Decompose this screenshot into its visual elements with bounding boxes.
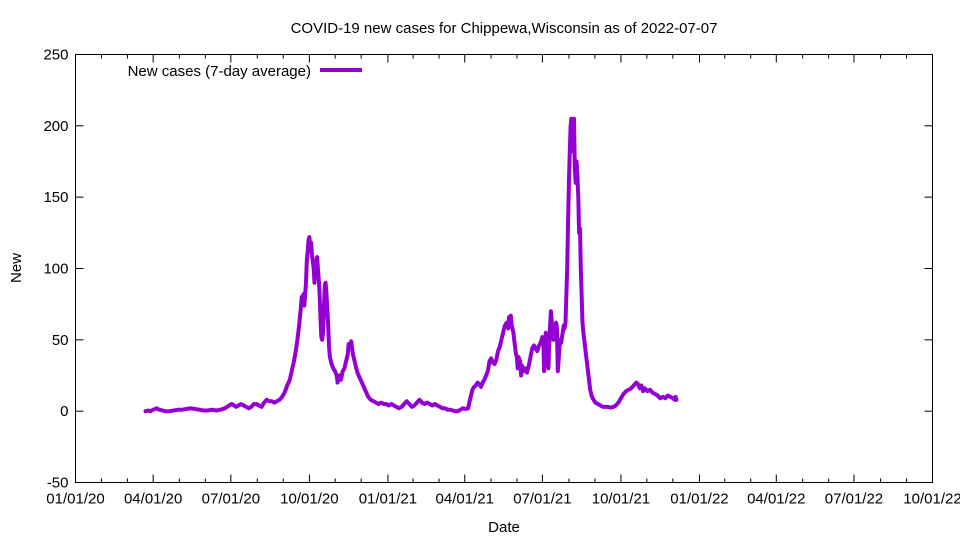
legend: New cases (7-day average): [128, 63, 362, 80]
x-tick-label: 10/01/22: [903, 491, 960, 508]
y-tick-label: 150: [43, 189, 68, 206]
y-tick-label: 250: [43, 47, 68, 64]
x-tick-label: 01/01/21: [359, 491, 417, 508]
series-line-0: [143, 116, 679, 414]
y-tick-label: 200: [43, 118, 68, 135]
series-group: [143, 116, 679, 414]
y-tick-label: 50: [52, 332, 69, 349]
x-tick-label: 07/01/20: [202, 491, 260, 508]
y-tick-label: 0: [60, 403, 68, 420]
x-tick-label: 04/01/20: [124, 491, 182, 508]
x-tick-label: 04/01/21: [436, 491, 494, 508]
x-tick-label: 01/01/20: [46, 491, 104, 508]
y-axis: -50 0 50 100 150 200 250: [43, 47, 933, 492]
x-tick-label: 01/01/22: [670, 491, 728, 508]
y-tick-label: 100: [43, 261, 68, 278]
x-tick-label: 10/01/20: [280, 491, 338, 508]
x-tick-label: 10/01/21: [592, 491, 650, 508]
x-axis: 01/01/20 04/01/20 07/01/20 10/01/20 01/01/21…: [46, 54, 960, 508]
x-tick-label: 04/01/22: [747, 491, 805, 508]
chart-title: COVID-19 new cases for Chippewa,Wisconsi…: [291, 20, 718, 37]
y-axis-label: New: [8, 253, 25, 283]
legend-label: New cases (7-day average): [128, 63, 311, 80]
plot-frame: [75, 54, 933, 483]
x-tick-label: 07/01/22: [825, 491, 883, 508]
x-tick-label: 07/01/21: [513, 491, 571, 508]
x-axis-label: Date: [488, 519, 520, 536]
y-tick-label: -50: [47, 475, 69, 492]
